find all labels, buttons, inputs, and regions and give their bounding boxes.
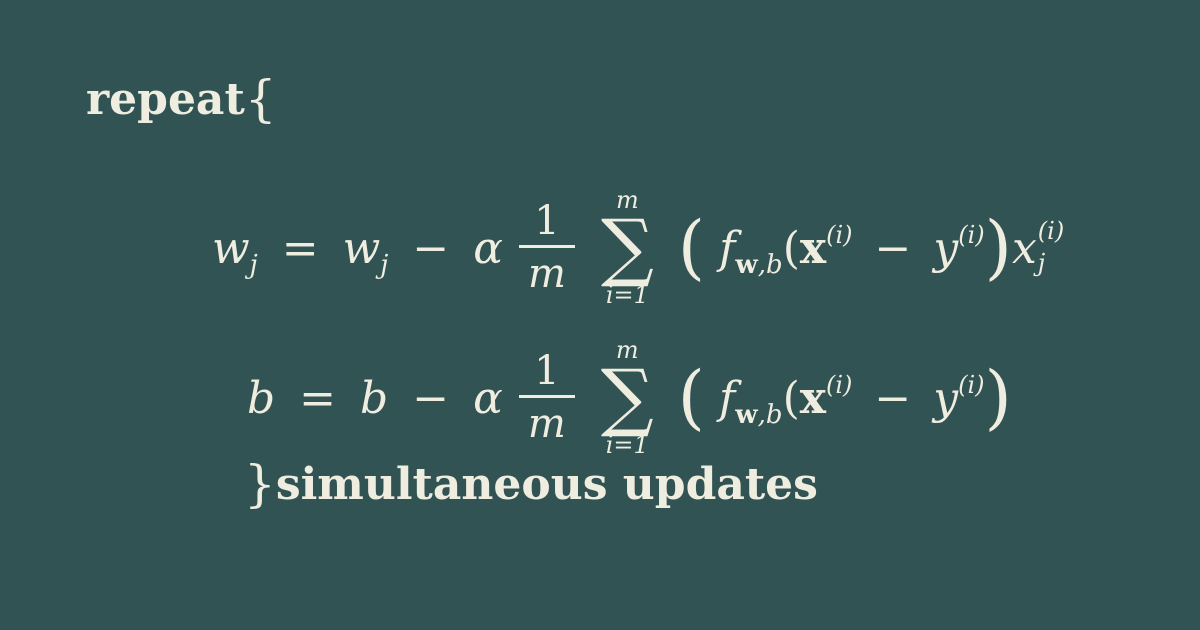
fraction-denominator: m bbox=[527, 250, 566, 297]
inner-left-parenthesis: ( bbox=[782, 222, 800, 274]
function-symbol: f bbox=[718, 372, 736, 424]
target-superscript: (i) bbox=[958, 220, 985, 249]
fraction-numerator: 1 bbox=[534, 347, 560, 394]
bias-subscript: ,b bbox=[757, 249, 783, 280]
one-over-m-fraction: 1 m bbox=[518, 197, 575, 297]
inner-minus-sign: − bbox=[874, 372, 912, 424]
feature-symbol: x bbox=[1011, 222, 1037, 274]
feature-superscript: (i) bbox=[1037, 217, 1065, 246]
one-over-m-fraction: 1 m bbox=[518, 347, 575, 447]
target-symbol: y bbox=[933, 222, 959, 274]
function-symbol: f bbox=[719, 222, 736, 274]
feature-vector-superscript: (i) bbox=[826, 220, 853, 249]
summation-lower-limit: i=1 bbox=[605, 430, 649, 459]
equals-sign: = bbox=[281, 222, 319, 274]
weight-update-equation: wj = wj − α 1 m m ∑ i=1 ( fw,b(x(i) − y(… bbox=[212, 188, 1064, 311]
weight-symbol-rhs: w bbox=[342, 222, 381, 274]
bias-subscript: ,b bbox=[757, 399, 783, 430]
summation-upper-limit: m bbox=[615, 186, 639, 214]
fraction-numerator: 1 bbox=[534, 197, 560, 244]
closing-line: }simultaneous updates bbox=[244, 457, 818, 510]
learning-rate-symbol: α bbox=[473, 372, 503, 424]
fraction-bar bbox=[518, 394, 575, 398]
left-parenthesis: ( bbox=[677, 206, 706, 289]
feature-vector-symbol: x bbox=[799, 372, 826, 424]
inner-minus-sign: − bbox=[874, 222, 912, 274]
summation-operator: m ∑ i=1 bbox=[601, 188, 654, 307]
right-parenthesis: ) bbox=[984, 206, 1012, 289]
target-superscript: (i) bbox=[958, 370, 985, 399]
inner-left-parenthesis: ( bbox=[782, 372, 800, 424]
repeat-heading: repeat{ bbox=[86, 72, 277, 125]
summation-operator: m ∑ i=1 bbox=[601, 338, 654, 457]
left-parenthesis: ( bbox=[677, 356, 705, 439]
summation-upper-limit: m bbox=[615, 336, 639, 364]
closing-brace: } bbox=[244, 455, 276, 513]
summation-lower-limit: i=1 bbox=[605, 280, 649, 309]
repeat-word: repeat bbox=[86, 74, 245, 125]
feature-vector-symbol: x bbox=[799, 222, 827, 274]
bias-update-equation: b = b − α 1 m m ∑ i=1 ( fw,b(x(i) − y(i)… bbox=[247, 338, 1012, 461]
target-symbol: y bbox=[933, 372, 959, 424]
feature-subscript: j bbox=[1037, 249, 1046, 278]
bias-symbol: b bbox=[247, 372, 276, 424]
feature-vector-superscript: (i) bbox=[825, 370, 853, 399]
function-subscript: w,b bbox=[735, 250, 782, 280]
weight-subscript: j bbox=[249, 249, 258, 280]
simultaneous-updates-label: simultaneous updates bbox=[275, 459, 818, 510]
weight-vector-subscript: w bbox=[735, 249, 758, 280]
opening-brace: { bbox=[244, 70, 277, 128]
minus-sign: − bbox=[412, 372, 450, 424]
weight-symbol: w bbox=[212, 222, 250, 274]
bias-symbol-rhs: b bbox=[360, 372, 389, 424]
sigma-symbol: ∑ bbox=[600, 204, 654, 290]
minus-sign: − bbox=[412, 222, 450, 274]
weight-subscript-rhs: j bbox=[380, 249, 389, 280]
feature-scripts: (i) j bbox=[1038, 219, 1064, 275]
equals-sign: = bbox=[299, 372, 337, 424]
fraction-denominator: m bbox=[527, 400, 566, 447]
function-subscript: w,b bbox=[735, 400, 782, 430]
right-parenthesis: ) bbox=[984, 356, 1012, 439]
sigma-symbol: ∑ bbox=[600, 354, 654, 440]
fraction-bar bbox=[518, 244, 575, 248]
weight-vector-subscript: w bbox=[735, 399, 758, 430]
learning-rate-symbol: α bbox=[473, 222, 503, 274]
